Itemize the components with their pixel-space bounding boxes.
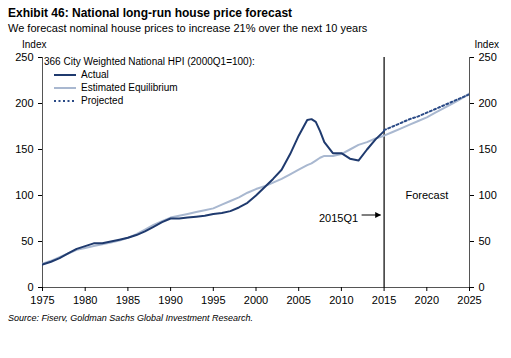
svg-text:250: 250 <box>479 51 497 63</box>
svg-text:1995: 1995 <box>201 294 225 306</box>
html-text:Exhibit 46: National long-run: Exhibit 46: National long-run house pric… <box>8 6 292 20</box>
svg-text:0: 0 <box>479 281 485 293</box>
svg-text:250: 250 <box>15 51 33 63</box>
svg-text:Forecast: Forecast <box>405 189 448 201</box>
html-text:We forecast nominal house pric: We forecast nominal house prices to incr… <box>8 22 368 34</box>
html-text:Actual: Actual <box>81 69 109 80</box>
svg-text:50: 50 <box>21 235 33 247</box>
svg-text:200: 200 <box>479 97 497 109</box>
svg-text:150: 150 <box>479 143 497 155</box>
svg-text:200: 200 <box>15 97 33 109</box>
svg-text:2020: 2020 <box>415 294 439 306</box>
html-text:Source: Fiserv, Goldman Sachs: Source: Fiserv, Goldman Sachs Global Inv… <box>8 313 253 323</box>
svg-text:1990: 1990 <box>158 294 182 306</box>
html-text:Index: Index <box>474 39 499 50</box>
html-text:Projected: Projected <box>81 95 124 106</box>
svg-text:2015: 2015 <box>372 294 396 306</box>
svg-text:100: 100 <box>15 189 33 201</box>
svg-text:50: 50 <box>479 235 491 247</box>
svg-text:2025: 2025 <box>457 294 481 306</box>
svg-text:2015Q1: 2015Q1 <box>319 212 358 224</box>
html-text:Estimated Equilibrium: Estimated Equilibrium <box>81 82 178 93</box>
svg-text:1975: 1975 <box>30 294 54 306</box>
svg-text:1980: 1980 <box>73 294 97 306</box>
svg-text:1985: 1985 <box>116 294 140 306</box>
html-text:366 City Weighted National HPI: 366 City Weighted National HPI (2000Q1=1… <box>44 56 255 67</box>
svg-text:2005: 2005 <box>286 294 310 306</box>
html-text:Index: Index <box>22 39 47 50</box>
svg-text:2000: 2000 <box>244 294 268 306</box>
svg-text:150: 150 <box>15 143 33 155</box>
svg-text:100: 100 <box>479 189 497 201</box>
svg-text:2010: 2010 <box>329 294 353 306</box>
svg-text:0: 0 <box>27 281 33 293</box>
